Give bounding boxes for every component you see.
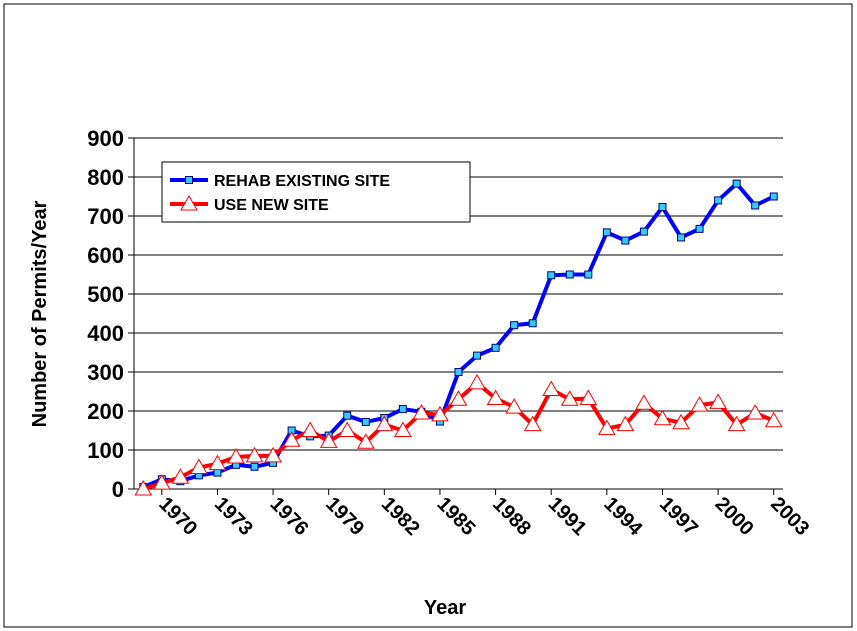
x-axis-label: Year: [424, 597, 466, 619]
marker: [412, 403, 431, 420]
marker: [746, 403, 765, 420]
marker: [579, 389, 598, 406]
marker: [523, 415, 542, 432]
marker: [677, 233, 686, 242]
y-tick-label: 0: [112, 477, 124, 502]
marker: [213, 468, 222, 477]
marker: [398, 405, 407, 414]
marker: [560, 390, 579, 406]
chart-frame: [3, 3, 853, 628]
marker: [264, 446, 282, 463]
y-tick-label: 400: [87, 321, 124, 346]
marker: [250, 462, 259, 471]
marker: [714, 196, 723, 205]
marker: [361, 417, 370, 426]
marker: [245, 446, 264, 463]
marker: [394, 421, 412, 437]
marker: [454, 368, 463, 376]
marker: [597, 419, 616, 436]
marker: [449, 390, 468, 406]
legend-box: [161, 161, 471, 223]
legend-marker: [185, 176, 193, 184]
marker: [658, 203, 667, 212]
marker: [528, 319, 537, 328]
marker: [134, 479, 153, 496]
marker: [319, 432, 338, 448]
y-tick-label: 500: [87, 282, 124, 307]
marker: [227, 448, 245, 464]
y-tick-label: 200: [87, 399, 124, 424]
y-tick-label: 600: [87, 243, 124, 268]
legend-marker: [180, 194, 198, 211]
legend-label: REHAB EXISTING SITE: [214, 173, 390, 190]
marker: [769, 192, 778, 201]
marker: [152, 474, 171, 490]
y-tick-label: 800: [87, 165, 124, 190]
marker: [491, 343, 500, 352]
marker: [282, 431, 301, 447]
marker: [542, 380, 561, 397]
y-tick-label: 100: [87, 438, 124, 463]
marker: [486, 389, 505, 406]
y-tick-label: 300: [87, 360, 124, 385]
marker: [653, 409, 672, 426]
marker: [672, 413, 690, 430]
marker: [565, 270, 574, 279]
marker: [690, 396, 709, 412]
marker: [431, 405, 449, 422]
marker: [602, 228, 611, 237]
marker: [547, 271, 556, 280]
marker: [635, 394, 653, 410]
marker: [695, 224, 704, 233]
marker: [510, 321, 519, 330]
marker: [732, 179, 741, 188]
marker: [621, 236, 630, 245]
marker: [727, 415, 746, 432]
marker: [208, 454, 227, 471]
marker: [171, 468, 190, 484]
marker: [338, 421, 357, 437]
marker: [616, 415, 635, 432]
marker: [709, 393, 727, 409]
legend-label: USE NEW SITE: [214, 197, 329, 214]
marker: [468, 373, 486, 390]
marker: [356, 433, 375, 449]
marker: [343, 411, 352, 420]
marker: [639, 227, 648, 236]
y-tick-label: 900: [87, 126, 124, 151]
marker: [375, 415, 394, 432]
marker: [764, 411, 783, 428]
marker: [473, 351, 482, 360]
marker: [505, 398, 523, 414]
y-tick-label: 700: [87, 204, 124, 229]
y-axis-label: Number of Permits/Year: [29, 200, 51, 427]
marker: [190, 458, 208, 475]
marker: [301, 421, 320, 437]
marker: [751, 201, 760, 210]
marker: [584, 270, 593, 279]
